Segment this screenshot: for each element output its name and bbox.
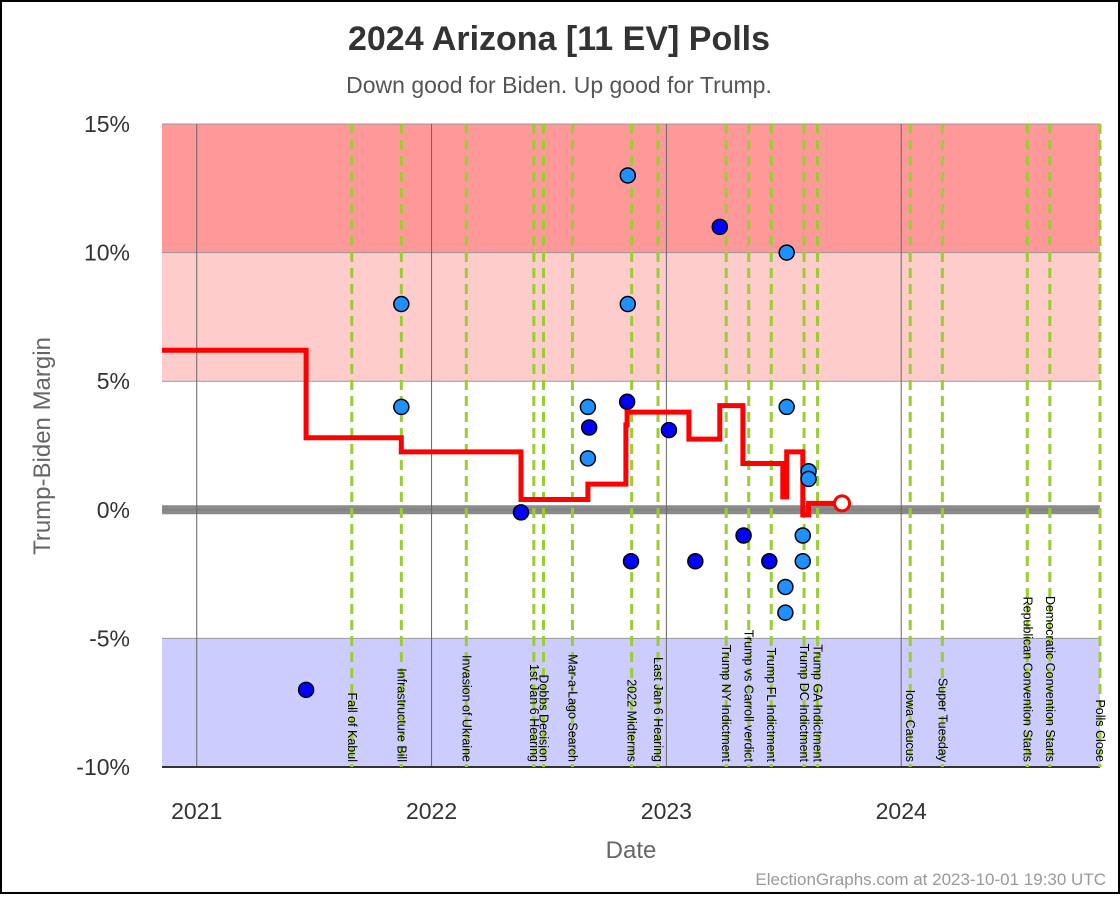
poll-point <box>660 421 678 439</box>
y-tick-label: -5% <box>89 625 130 651</box>
y-tick-label: 0% <box>97 497 130 523</box>
x-tick-label: 2024 <box>876 798 927 824</box>
poll-point <box>800 470 817 488</box>
event-label: Infrastructure Bill <box>394 668 408 762</box>
poll-point <box>778 398 795 416</box>
average-line <box>162 347 852 518</box>
y-axis-label: Trump-Biden Margin <box>29 337 56 555</box>
x-tick-label: 2023 <box>641 798 692 824</box>
event-label: Trump FL Indictment <box>764 648 778 763</box>
event-label: 2022 Midterms <box>625 679 639 762</box>
event-label: Republican Convention Starts <box>1020 597 1034 762</box>
y-tick-label: 5% <box>97 368 130 394</box>
event-label: 1st Jan 6 Hearing <box>527 664 541 762</box>
event-label: Trump DC Indictment <box>797 644 811 763</box>
average-path <box>162 347 842 518</box>
poll-point <box>618 393 636 411</box>
poll-point <box>619 295 637 313</box>
event-label: Last Jan 6 Hearing <box>651 657 665 762</box>
event-lines: Fall of Kabul Infrastructure Bill Invasion… <box>345 124 1107 767</box>
credit-text: ElectionGraphs.com at 2023-10-01 19:30 U… <box>755 870 1106 889</box>
event-label: Iowa Caucus <box>903 690 917 762</box>
x-axis-label: Date <box>606 837 657 864</box>
poll-point <box>619 167 637 184</box>
poll-point <box>622 552 640 570</box>
poll-point <box>777 578 794 596</box>
event-label: Democratic Convention Starts <box>1043 596 1057 762</box>
poll-point <box>580 419 598 436</box>
poll-point <box>761 552 778 570</box>
event-label: Dobbs Decision <box>537 674 551 762</box>
poll-point <box>297 681 315 699</box>
chart-subtitle: Down good for Biden. Up good for Trump. <box>346 72 772 98</box>
y-tick-label: 15% <box>84 111 130 137</box>
event-label: Trump NY Indictment <box>719 645 733 763</box>
poll-point <box>777 604 794 621</box>
poll-point <box>794 552 812 570</box>
poll-point <box>794 527 812 544</box>
x-tick-label: 2022 <box>406 798 457 824</box>
y-axis-ticks: 15% 10% 5% 0% -5% -10% <box>76 111 130 780</box>
poll-point <box>687 552 704 570</box>
chart-title: 2024 Arizona [11 EV] Polls <box>348 20 770 58</box>
event-label: Polls Close <box>1093 699 1107 762</box>
event-label: Invasion of Ukraine <box>459 655 473 762</box>
poll-point <box>711 218 729 236</box>
event-label: Fall of Kabul <box>345 693 359 762</box>
event-label: Trump GA Indictment <box>811 644 825 762</box>
x-tick-label: 2021 <box>171 798 222 824</box>
poll-point <box>393 398 410 416</box>
poll-point <box>579 398 597 416</box>
poll-point <box>778 244 795 261</box>
poll-point <box>579 450 597 467</box>
poll-points <box>297 167 817 699</box>
event-label: Trump vs Carroll verdict <box>742 630 756 763</box>
poll-point <box>735 527 752 544</box>
x-axis-ticks: 2021 2022 2023 2024 <box>171 798 927 824</box>
poll-point <box>512 504 530 521</box>
y-tick-label: 10% <box>84 240 130 266</box>
event-label: Mar-a-Lago Search <box>565 654 579 762</box>
poll-point <box>393 295 410 313</box>
event-label: Super Tuesday <box>935 678 949 763</box>
average-endpoint <box>833 494 852 513</box>
y-tick-label: -10% <box>76 754 130 780</box>
